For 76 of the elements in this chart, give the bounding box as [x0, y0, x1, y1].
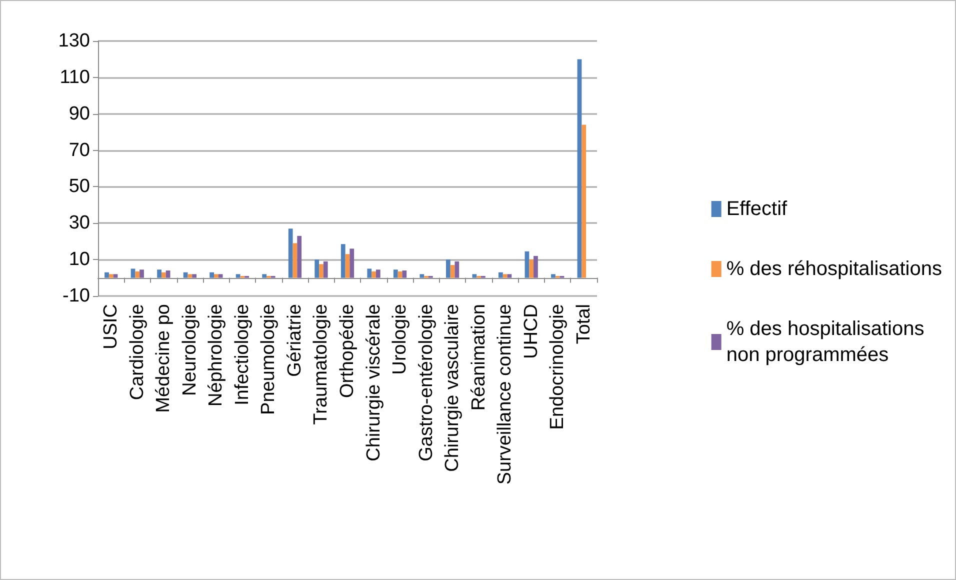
bar [450, 265, 455, 278]
bar [372, 271, 376, 278]
bar [454, 261, 460, 278]
x-tick-label: Surveillance continue [494, 304, 516, 485]
bar [376, 270, 380, 278]
bar [323, 261, 328, 278]
bar [297, 236, 302, 278]
bar [582, 124, 586, 278]
y-tick-label: -10 [62, 286, 90, 306]
bar [188, 274, 192, 278]
bar [135, 271, 140, 278]
y-tick-label: 70 [68, 140, 90, 161]
bar [236, 274, 240, 278]
bar [472, 274, 477, 278]
bar [529, 260, 534, 278]
bar [161, 272, 166, 278]
legend-label: Effectif [726, 198, 788, 220]
y-tick-label: 50 [68, 176, 90, 198]
x-tick-label: Urologie [390, 304, 411, 375]
bar [157, 270, 162, 278]
x-tick-label: UHCD [520, 304, 542, 359]
bar [502, 274, 508, 278]
x-tick-label: USIC [100, 304, 122, 350]
x-tick-label: Cardiologie [126, 304, 148, 400]
bar [340, 244, 346, 278]
bar [524, 251, 530, 278]
bar [210, 272, 214, 278]
bar [393, 270, 398, 278]
bar [108, 274, 114, 278]
bar [183, 272, 188, 278]
legend-label: % des hospitalisations non programmées [726, 318, 924, 366]
x-tick-label: Gériatrie [284, 304, 306, 377]
bar [420, 274, 424, 278]
y-tick-label: 90 [68, 103, 90, 124]
x-tick-label: Gastro-entérologie [416, 304, 437, 462]
x-tick-label: Total [573, 304, 594, 344]
bar [367, 268, 372, 278]
bar [551, 274, 556, 278]
bar [319, 264, 324, 278]
x-tick-label: Endocrinologie [547, 304, 568, 430]
bar [104, 272, 109, 278]
x-tick-label: Neurologie [179, 304, 200, 396]
bar [345, 254, 350, 278]
x-tick-label: Réanimation [468, 304, 490, 411]
bar [288, 228, 293, 278]
x-tick-label: Traumatologie [310, 304, 332, 425]
bar [262, 274, 267, 278]
legend-label: % des réhospitalisations [726, 258, 942, 280]
bar [350, 248, 354, 278]
bar [314, 260, 320, 278]
bar [507, 274, 512, 278]
bar [498, 272, 503, 278]
bar [218, 274, 223, 278]
x-tick-label: Médecine po [153, 304, 174, 413]
y-tick-label: 10 [68, 249, 90, 270]
bar [130, 268, 136, 278]
bar [534, 256, 538, 278]
bar [166, 270, 170, 278]
bar [446, 260, 450, 278]
x-tick-label: Infectiologie [232, 304, 253, 406]
y-tick-label: 110 [60, 66, 90, 88]
x-tick-label: Orthopédie [337, 304, 358, 398]
x-tick-label: Chirurgie viscérale [363, 304, 384, 462]
bar [402, 270, 407, 278]
x-tick-label: Chirurgie vasculaire [442, 304, 464, 472]
x-tick-label: Néphrologie [206, 304, 227, 406]
bar [398, 271, 402, 278]
bar [577, 59, 582, 278]
y-tick-label: 30 [68, 212, 90, 234]
bar [192, 274, 196, 278]
y-tick-label: 130 [58, 30, 90, 52]
bar [214, 274, 218, 278]
x-tick-label: Pneumologie [258, 304, 280, 415]
bar [113, 274, 118, 278]
bar [140, 270, 144, 278]
bar [292, 243, 298, 278]
